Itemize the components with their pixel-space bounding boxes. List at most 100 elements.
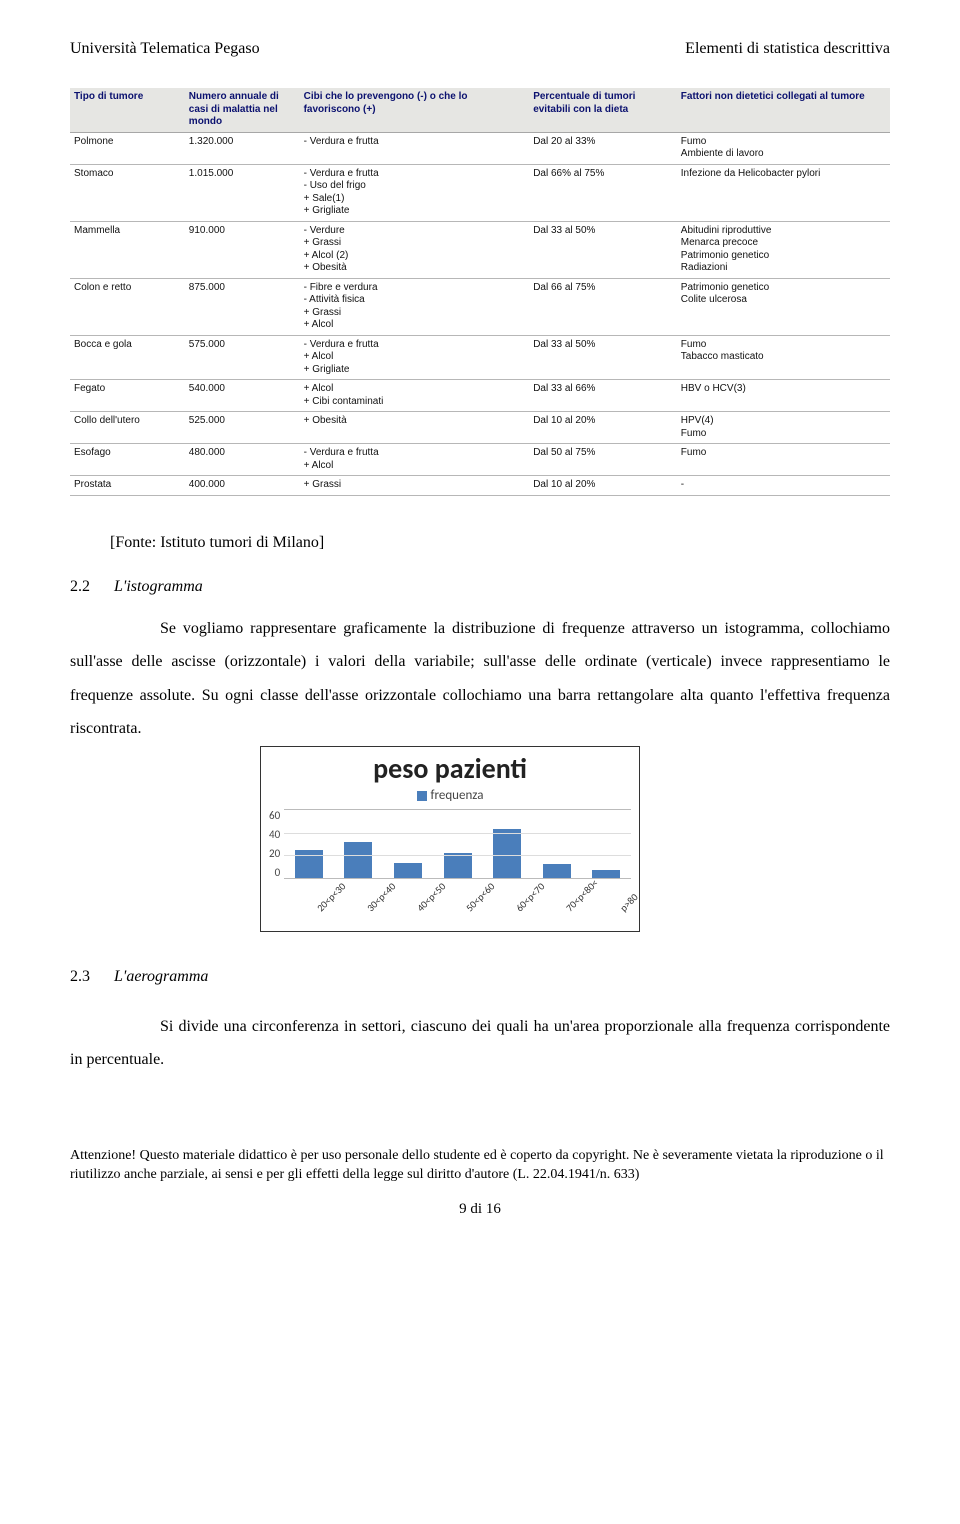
section-1-body: Se vogliamo rappresentare graficamente l… [70,612,890,746]
chart-xaxis-wrap: 20<p<3030<p<4040<p<5050<p<6060<p<7070<p<… [269,883,631,925]
table-row: Collo dell'utero525.000+ ObesitàDal 10 a… [70,412,890,444]
table-cell: Dal 33 al 50% [529,221,677,278]
section-2-text: Si divide una circonferenza in settori, … [70,1018,890,1069]
chart-area [284,809,631,879]
ytick-label: 60 [269,809,280,822]
section-1-header: 2.2 L'istogramma [70,578,890,596]
table-cell: Stomaco [70,164,185,221]
table-cell: Fumo [677,444,890,476]
table-cell: Fumo Tabacco masticato [677,335,890,380]
table-cell: 480.000 [185,444,300,476]
table-cell: 540.000 [185,380,300,412]
table-cell: Dal 10 al 20% [529,476,677,496]
bar [493,829,521,878]
section-2-num: 2.3 [70,968,110,986]
table-cell: Dal 33 al 50% [529,335,677,380]
table-cell: Abitudini riproduttive Menarca precoce P… [677,221,890,278]
table-cell: + Obesità [300,412,530,444]
table-row: Prostata400.000+ GrassiDal 10 al 20%- [70,476,890,496]
col-numero: Numero annuale di casi di malattia nel m… [185,88,300,132]
xtick-label: 70<p<80< [563,876,601,914]
table-row: Mammella910.000- Verdure + Grassi + Alco… [70,221,890,278]
table-cell: 400.000 [185,476,300,496]
tumor-table-head: Tipo di tumore Numero annuale di casi di… [70,88,890,132]
col-perc: Percentuale di tumori evitabili con la d… [529,88,677,132]
table-cell: + Grassi [300,476,530,496]
xtick-label: 50<p<60 [463,880,497,914]
table-cell: - Verdura e frutta - Uso del frigo + Sal… [300,164,530,221]
table-cell: - [677,476,890,496]
table-cell: HBV o HCV(3) [677,380,890,412]
table-cell: Colon e retto [70,278,185,335]
chart-legend: frequenza [269,788,631,803]
table-cell: HPV(4) Fumo [677,412,890,444]
section-2-header: 2.3 L'aerogramma [70,968,890,986]
table-cell: Dal 66% al 75% [529,164,677,221]
table-cell: Prostata [70,476,185,496]
xtick-label: 20<p<30 [314,880,348,914]
ytick-label: 0 [269,866,280,879]
table-cell: - Verdura e frutta + Alcol + Grigliate [300,335,530,380]
xtick-label: 60<p<70 [513,880,547,914]
chart-xaxis: 20<p<3030<p<4040<p<5050<p<6060<p<7070<p<… [293,883,631,896]
table-cell: Infezione da Helicobacter pylori [677,164,890,221]
ytick-label: 20 [269,847,280,860]
table-row: Bocca e gola575.000- Verdura e frutta + … [70,335,890,380]
table-cell: Dal 10 al 20% [529,412,677,444]
table-row: Fegato540.000+ Alcol + Cibi contaminatiD… [70,380,890,412]
table-cell: Dal 66 al 75% [529,278,677,335]
col-cibi: Cibi che lo prevengono (-) o che lo favo… [300,88,530,132]
section-1-num: 2.2 [70,578,110,596]
bar [344,842,372,878]
table-row: Polmone1.320.000- Verdura e fruttaDal 20… [70,132,890,164]
table-cell: Esofago [70,444,185,476]
chart-plot: 60 40 20 0 [269,809,631,879]
section-2-title: L'aerogramma [114,968,208,985]
chart-yaxis: 60 40 20 0 [269,809,284,879]
table-cell: - Verdura e frutta + Alcol [300,444,530,476]
table-cell: 1.320.000 [185,132,300,164]
section-2-body: Si divide una circonferenza in settori, … [70,1010,890,1077]
table-cell: Bocca e gola [70,335,185,380]
chart-bars [284,810,631,878]
table-cell: Fumo Ambiente di lavoro [677,132,890,164]
table-cell: 875.000 [185,278,300,335]
source-line: [Fonte: Istituto tumori di Milano] [110,534,890,552]
table-cell: Polmone [70,132,185,164]
table-cell: - Fibre e verdura - Attività fisica + Gr… [300,278,530,335]
col-fattori: Fattori non dietetici collegati al tumor… [677,88,890,132]
table-cell: Dal 20 al 33% [529,132,677,164]
ytick-label: 40 [269,828,280,841]
histogram-chart: peso pazienti frequenza 60 40 20 0 20<p<303… [260,746,640,932]
page-number: 9 di 16 [70,1201,890,1218]
col-tipo: Tipo di tumore [70,88,185,132]
header-right: Elementi di statistica descrittiva [685,40,890,58]
gridline [284,833,631,834]
table-cell: 1.015.000 [185,164,300,221]
table-cell: - Verdura e frutta [300,132,530,164]
bar [592,870,620,878]
table-cell: - Verdure + Grassi + Alcol (2) + Obesità [300,221,530,278]
table-cell: 525.000 [185,412,300,444]
xtick-label: 40<p<50 [414,880,448,914]
table-cell: Patrimonio genetico Colite ulcerosa [677,278,890,335]
section-1-title: L'istogramma [114,578,203,595]
table-cell: Dal 50 al 75% [529,444,677,476]
gridline [284,855,631,856]
chart-title: peso pazienti [269,751,631,786]
table-cell: Mammella [70,221,185,278]
bar [295,850,323,878]
section-1-text: Se vogliamo rappresentare graficamente l… [70,620,890,738]
legend-label: frequenza [431,788,484,803]
page-header: Università Telematica Pegaso Elementi di… [70,40,890,58]
bar [543,864,571,878]
xtick-label: p>80 [617,890,641,914]
tumor-table: Tipo di tumore Numero annuale di casi di… [70,88,890,496]
table-cell: Fegato [70,380,185,412]
table-cell: 575.000 [185,335,300,380]
table-row: Colon e retto875.000- Fibre e verdura - … [70,278,890,335]
tumor-table-body: Polmone1.320.000- Verdura e fruttaDal 20… [70,132,890,495]
table-row: Esofago480.000- Verdura e frutta + Alcol… [70,444,890,476]
bar [444,853,472,878]
table-cell: Collo dell'utero [70,412,185,444]
